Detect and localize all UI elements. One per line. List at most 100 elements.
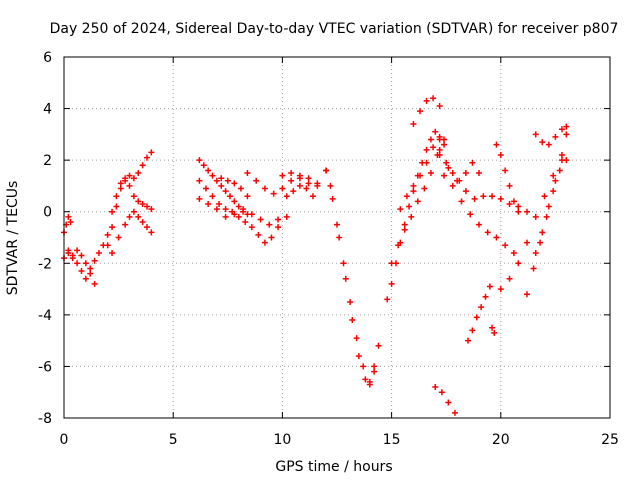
data-point bbox=[532, 213, 539, 220]
data-point bbox=[360, 363, 367, 370]
data-point bbox=[410, 188, 417, 195]
data-point bbox=[552, 133, 559, 140]
data-point bbox=[353, 335, 360, 342]
data-point bbox=[126, 213, 133, 220]
axis-ticks: 0 5 10 15 20 25 -8 -6 -4 -2 0 2 4 6 bbox=[38, 50, 619, 448]
data-point bbox=[268, 234, 275, 241]
data-point bbox=[384, 296, 391, 303]
data-point bbox=[430, 95, 437, 102]
data-point bbox=[122, 221, 129, 228]
data-series-arc-m bbox=[283, 182, 316, 200]
data-point bbox=[266, 221, 273, 228]
y-tick-label: 4 bbox=[43, 102, 52, 118]
data-point bbox=[261, 185, 268, 192]
data-point bbox=[552, 177, 559, 184]
data-point bbox=[296, 182, 303, 189]
x-tick-label: 15 bbox=[383, 432, 401, 448]
data-point bbox=[130, 208, 137, 215]
data-point bbox=[126, 182, 133, 189]
data-point bbox=[288, 170, 295, 177]
data-point bbox=[515, 203, 522, 210]
data-point bbox=[436, 136, 443, 143]
data-point bbox=[257, 216, 264, 223]
plot-frame bbox=[63, 56, 611, 419]
data-points bbox=[61, 95, 570, 416]
data-point bbox=[135, 170, 142, 177]
data-point bbox=[423, 97, 430, 104]
data-point bbox=[462, 170, 469, 177]
y-tick-label: -8 bbox=[38, 411, 52, 427]
data-point bbox=[122, 175, 129, 182]
data-point bbox=[473, 314, 480, 321]
data-point bbox=[196, 177, 203, 184]
data-point bbox=[240, 206, 247, 213]
data-point bbox=[524, 208, 531, 215]
data-point bbox=[196, 157, 203, 164]
data-point bbox=[465, 337, 472, 344]
data-point bbox=[279, 172, 286, 179]
data-point bbox=[235, 213, 242, 220]
data-point bbox=[226, 193, 233, 200]
data-point bbox=[270, 190, 277, 197]
data-point bbox=[323, 167, 330, 174]
data-point bbox=[416, 172, 423, 179]
data-point bbox=[563, 131, 570, 138]
data-point bbox=[231, 180, 238, 187]
data-point bbox=[545, 203, 552, 210]
y-tick-label: 0 bbox=[43, 205, 52, 221]
data-point bbox=[556, 167, 563, 174]
x-tick-label: 20 bbox=[492, 432, 510, 448]
data-point bbox=[558, 126, 565, 133]
data-point bbox=[87, 265, 94, 272]
data-point bbox=[82, 260, 89, 267]
data-point bbox=[423, 159, 430, 166]
data-series-arc-f bbox=[109, 208, 155, 256]
data-point bbox=[143, 224, 150, 231]
data-point bbox=[408, 213, 415, 220]
data-point bbox=[222, 188, 229, 195]
data-point bbox=[436, 151, 443, 158]
data-point bbox=[244, 193, 251, 200]
data-point bbox=[148, 229, 155, 236]
data-point bbox=[502, 167, 509, 174]
data-series-arc-n bbox=[323, 167, 378, 385]
data-point bbox=[334, 221, 340, 228]
x-tick-label: 10 bbox=[273, 432, 291, 448]
data-series-arc-j bbox=[218, 175, 251, 200]
data-point bbox=[130, 175, 137, 182]
data-point bbox=[314, 182, 321, 189]
data-point bbox=[539, 139, 546, 146]
data-point bbox=[432, 384, 439, 391]
data-point bbox=[288, 177, 295, 184]
data-series-arc-x bbox=[465, 283, 493, 344]
data-point bbox=[342, 275, 349, 282]
data-point bbox=[109, 208, 116, 215]
data-point bbox=[427, 170, 434, 177]
data-point bbox=[349, 317, 356, 324]
data-point bbox=[237, 185, 244, 192]
data-point bbox=[139, 200, 146, 207]
data-point bbox=[91, 280, 98, 287]
data-point bbox=[524, 239, 531, 246]
data-series-arc-p bbox=[384, 128, 443, 303]
y-tick-label: 2 bbox=[43, 153, 52, 169]
data-point bbox=[401, 221, 408, 228]
data-series-arc-l bbox=[279, 167, 330, 189]
data-point bbox=[397, 206, 404, 213]
data-point bbox=[388, 260, 395, 267]
data-point bbox=[78, 268, 85, 275]
data-point bbox=[248, 224, 255, 231]
data-point bbox=[255, 231, 262, 238]
data-point bbox=[401, 226, 408, 233]
data-point bbox=[506, 182, 513, 189]
data-series-arc-ab bbox=[524, 157, 570, 298]
data-series-arc-w bbox=[432, 384, 458, 416]
data-series-arc-r bbox=[397, 136, 448, 213]
data-point bbox=[491, 329, 498, 336]
grid bbox=[64, 57, 610, 418]
data-point bbox=[478, 304, 485, 311]
data-point bbox=[329, 195, 336, 202]
data-point bbox=[143, 154, 150, 161]
data-point bbox=[355, 353, 362, 360]
